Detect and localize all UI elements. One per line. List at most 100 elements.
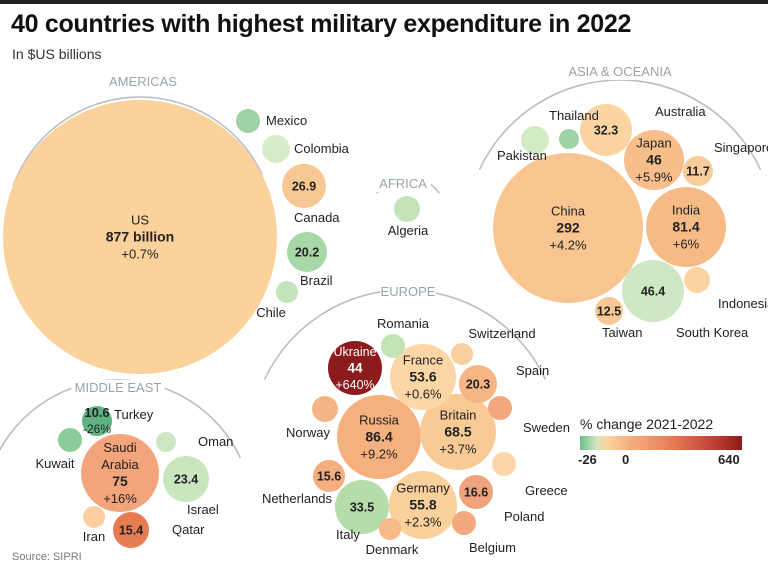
bubble-oman: Oman [156,432,233,452]
legend-max-label: 640 [718,452,740,467]
region-label-americas: AMERICAS [109,74,177,89]
bubble-switzerland: Switzerland [451,326,536,365]
bubble-circle-romania [381,334,405,358]
bubble-name-label: South Korea [676,325,749,340]
bubble-spain: 20.3 Spain [459,363,549,403]
chart-title: 40 countries with highest military expen… [11,10,632,38]
bubble-value-label: 55.8 [409,497,436,513]
bubble-circle-turkey [82,406,112,436]
bubble-change-label: +0.7% [121,247,159,262]
bubble-indonesia: Indonesia [684,267,768,311]
bubble-circle-saudi-arabia [81,434,159,512]
bubble-thailand: Thailand [549,108,599,149]
bubble-circle-italy [335,480,389,534]
bubble-name-label: Kuwait [35,456,74,471]
bubble-name-label: Taiwan [602,325,642,340]
bubble-circle-iran [83,506,105,528]
bubble-circle-belgium [452,511,476,535]
bubble-name-label: Thailand [549,108,599,123]
top-rule [0,0,768,4]
bubble-value-label: 44 [347,360,363,375]
bubble-circle-israel [163,456,209,502]
region-arc-americas [12,96,264,187]
bubble-mexico: Mexico [236,109,307,133]
bubble-change-label: +0.6% [404,387,442,402]
color-legend: % change 2021-2022 -26 0 640 [578,416,745,470]
bubble-change-label: +5.9% [635,170,673,185]
bubble-change-label: -26% [83,422,111,436]
bubble-name-label: Qatar [172,522,205,537]
bubble-name-label: Brazil [300,273,333,288]
bubble-name-label: France [403,353,443,368]
bubble-name-label: Australia [655,104,706,119]
bubble-value-label: 33.5 [350,501,374,515]
bubble-name-label: Colombia [294,141,350,156]
bubble-colombia: Colombia [262,135,350,163]
bubble-circle-china [493,153,643,303]
bubble-value-label: 12.5 [597,305,621,319]
bubble-name-label: Norway [286,425,331,440]
bubble-name-label: Greece [525,483,568,498]
bubble-value-label: 292 [556,220,580,236]
bubble-poland: 16.6 Poland [459,475,544,524]
bubble-name-label: Romania [377,316,430,331]
bubble-value-label: 15.4 [119,524,143,538]
legend-zero-label: 0 [622,452,630,467]
bubble-circle-us [3,100,277,374]
bubble-belgium: Belgium [452,511,516,555]
bubble-circle-sweden [488,396,512,420]
bubble-circle-ukraine [328,341,382,395]
bubble-value-label: 20.2 [295,246,319,260]
bubble-name-label: Russia [359,413,400,428]
bubble-circle-poland [459,475,493,509]
bubble-value-label: 46.4 [641,285,665,299]
bubble-circle-kuwait [58,428,82,452]
bubble-canada: 26.9 Canada [282,164,340,225]
bubble-circle-colombia [262,135,290,163]
bubble-name-label: Arabia [101,457,139,472]
legend-min-label: -26 [578,452,597,467]
bubble-name-label: China [551,204,586,219]
bubble-circle-thailand [559,129,579,149]
legend-ticks: -26 0 640 [578,452,745,470]
region-label-bg [561,64,679,80]
bubble-sweden: Sweden [488,396,570,435]
bubble-name-label: Canada [294,210,340,225]
bubble-value-label: 11.7 [686,165,710,179]
bubble-circle-denmark [379,518,401,540]
bubble-circle-india [646,187,726,267]
bubble-name-label: Denmark [366,542,419,557]
bubble-pakistan: Pakistan [497,126,549,163]
bubble-israel: 23.4 Israel [163,456,219,517]
bubble-name-label: Saudi [103,440,136,455]
bubble-circle-canada [282,164,326,208]
bubble-change-label: +2.3% [404,515,442,530]
bubble-qatar: 15.4 Qatar [113,512,205,548]
bubble-name-label: Mexico [266,113,307,128]
region-label-bg [375,176,431,192]
bubble-change-label: +3.7% [439,442,477,457]
bubble-circle-spain [459,365,497,403]
legend-gradient-bar [580,436,742,450]
bubble-name-label: India [672,203,701,218]
bubble-name-label: Britain [440,408,477,423]
bubble-value-label: 75 [112,473,128,489]
bubble-name-label: Netherlands [262,491,333,506]
bubble-circle-germany [389,471,457,539]
bubble-circle-brazil [287,232,327,272]
bubble-circle-france [390,344,456,410]
bubble-change-label: +4.2% [549,238,587,253]
bubble-kuwait: Kuwait [35,428,82,471]
bubble-change-label: +640% [335,378,374,392]
bubble-circle-britain [420,394,496,470]
bubble-name-label: Chile [256,305,286,320]
bubble-taiwan: 12.5 Taiwan [595,297,642,340]
bubble-netherlands: 15.6 Netherlands [262,460,345,506]
bubble-norway: Norway [286,396,338,440]
bubble-circle-chile [276,281,298,303]
